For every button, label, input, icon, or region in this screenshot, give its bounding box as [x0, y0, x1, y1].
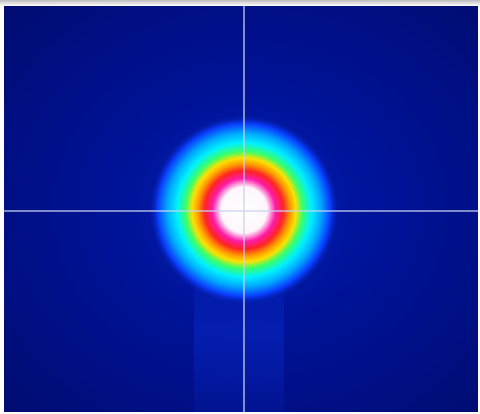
top-border: [0, 0, 480, 6]
beam-profile-view: [4, 6, 478, 412]
beam-profile-image: [4, 6, 478, 412]
